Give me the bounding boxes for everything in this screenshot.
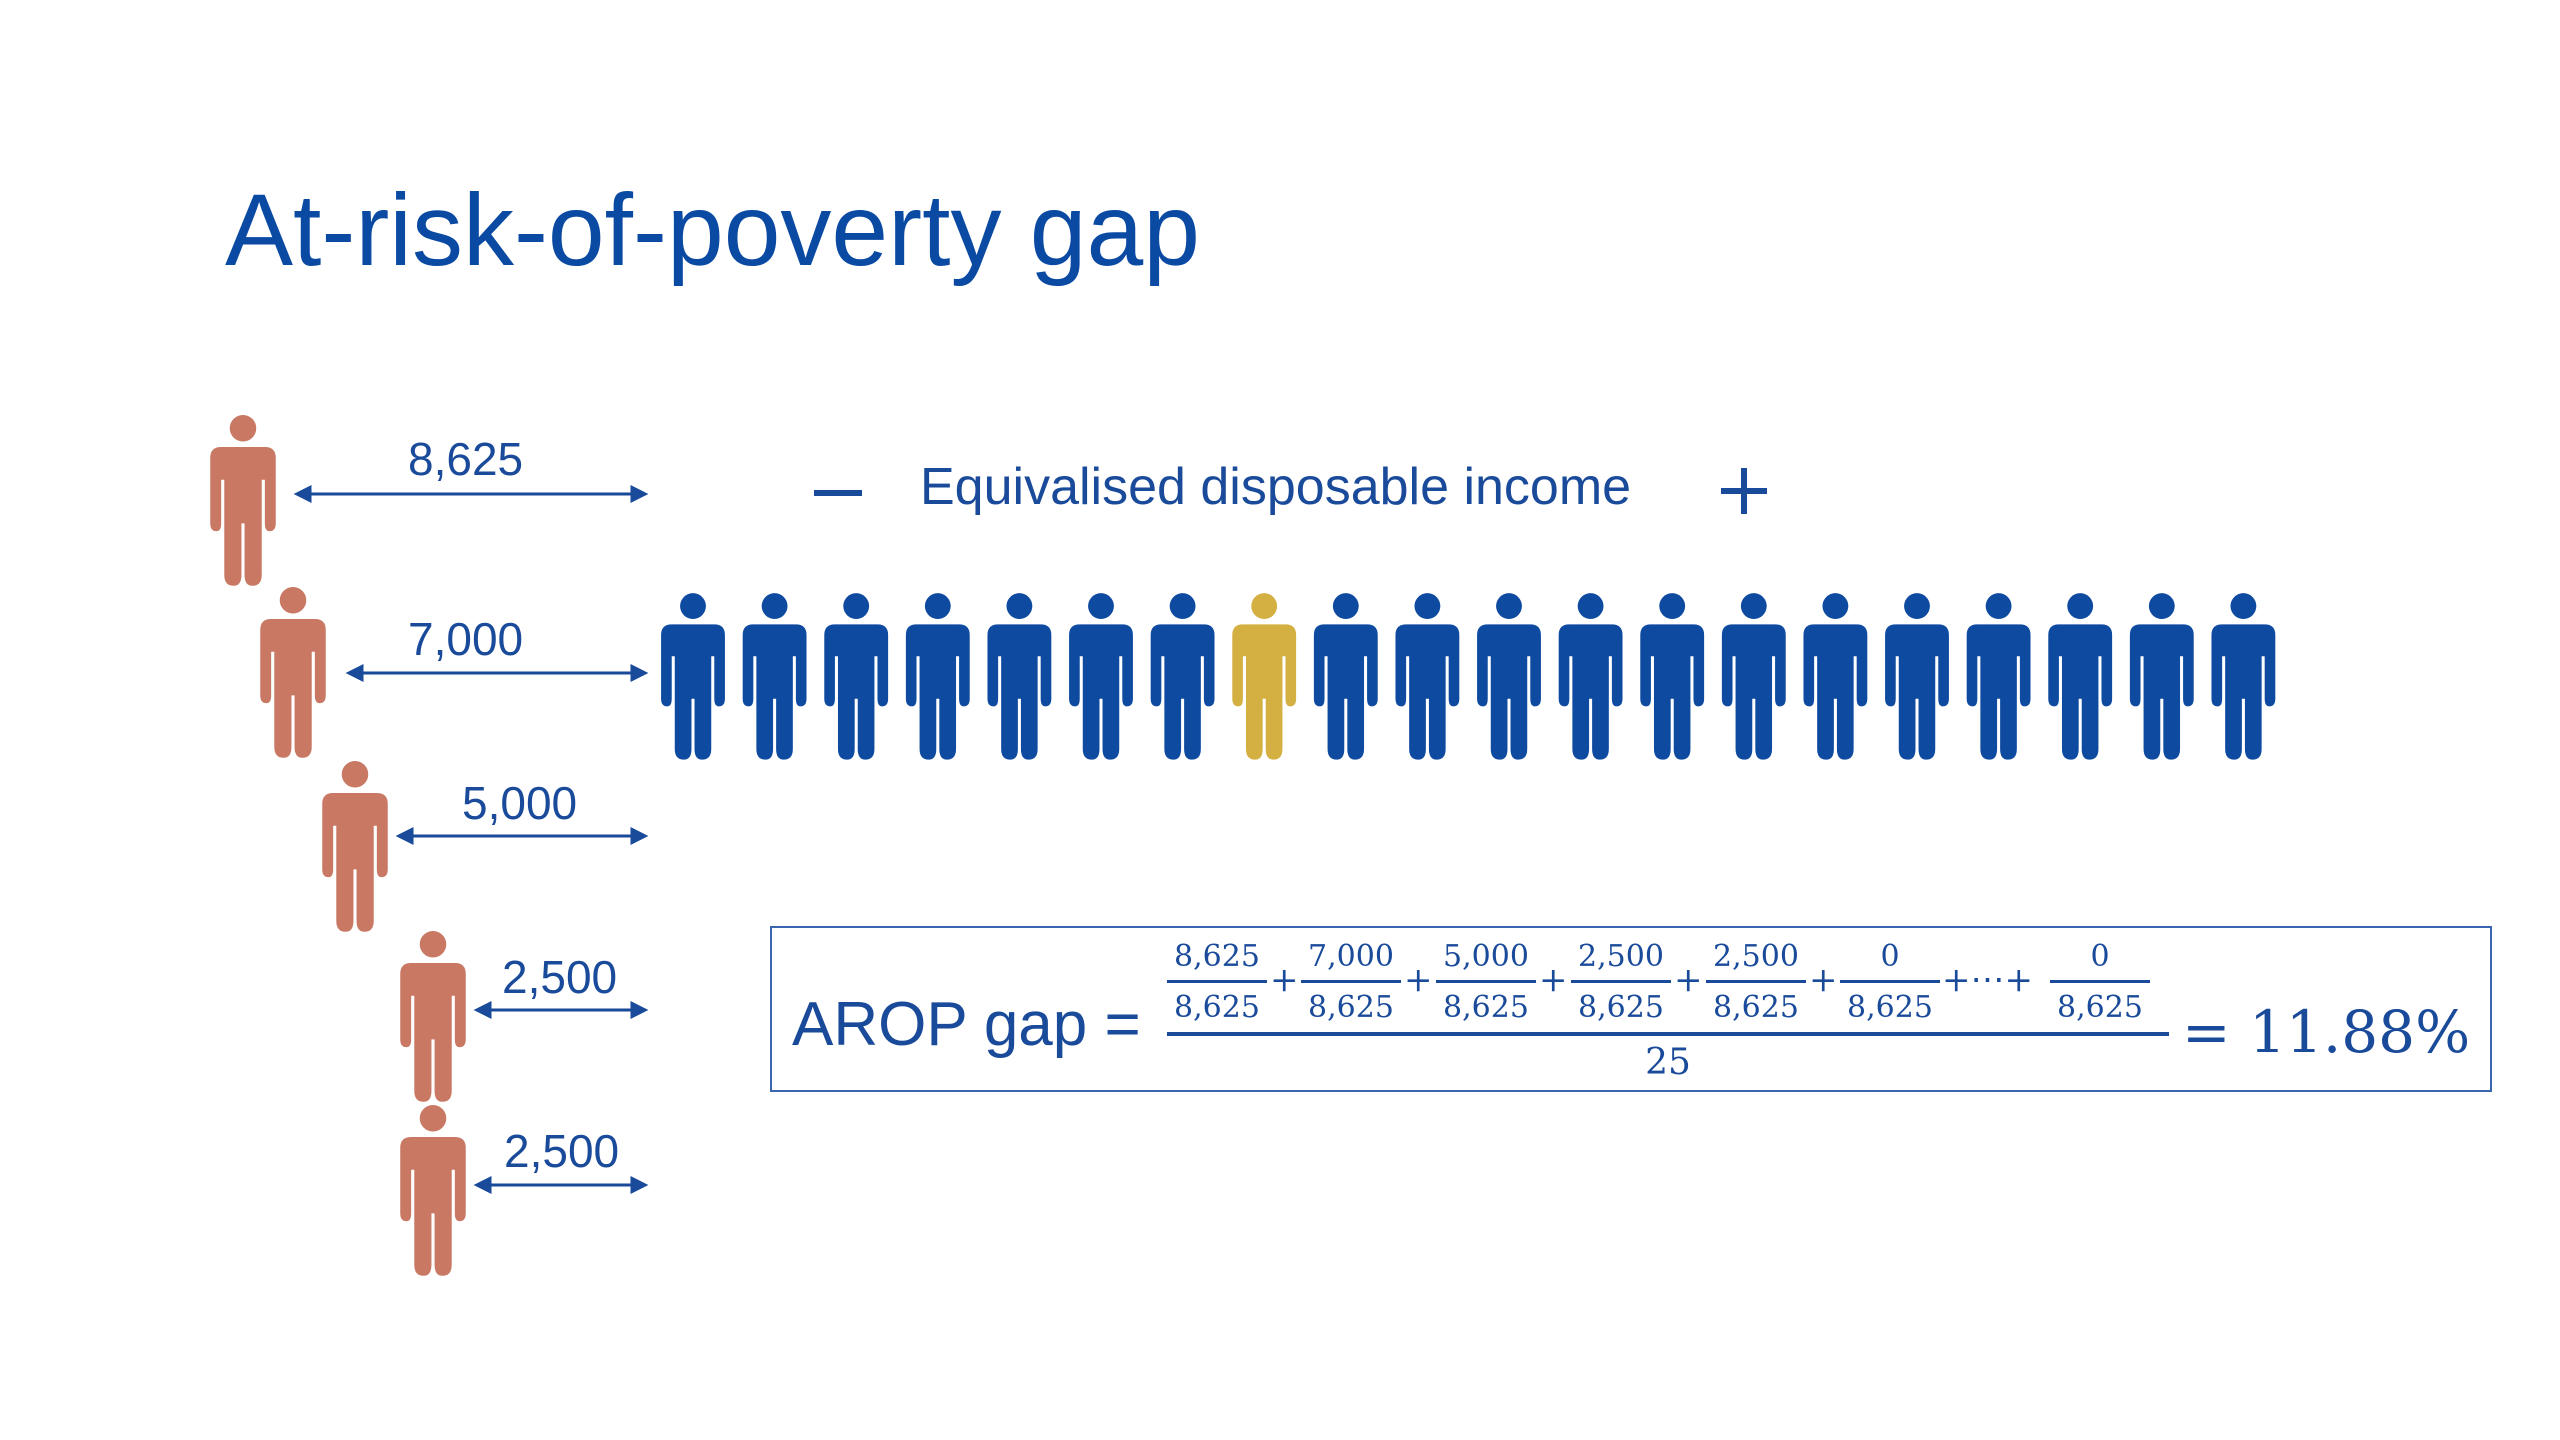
fraction-bar [1706,980,1806,983]
person-icon [2048,593,2113,760]
person-icon [1803,593,1868,760]
fraction-denominator: 8,625 [1174,990,1260,1025]
gap-value-5: 2,500 [504,1125,620,1177]
poor-person-icon [400,1104,466,1276]
fraction-numerator: 0 [2090,939,2110,974]
fraction-bar [1436,980,1536,983]
poor-person-icon [210,414,276,586]
fraction-bar [1840,980,1940,983]
fraction-denominator: 8,625 [1713,990,1799,1025]
fraction-denominator: 8,625 [2057,990,2143,1025]
person-icon [1069,593,1133,760]
threshold-person-icon [1232,593,1297,760]
person-icon [661,593,725,760]
gap-value-4: 2,500 [502,951,618,1003]
gap-arrows-group [293,485,649,1194]
fraction-bar [1167,980,1267,983]
fraction-1: 8,625 8,625 [1167,938,1267,1027]
population-row [661,593,2276,760]
plus-operator: + [1270,960,1299,1000]
fraction-6: 0 8,625 [1840,938,1940,1027]
ellipsis-operator: +⋯+ [1942,960,2033,1000]
plus-sign-icon [1721,468,1767,514]
fraction-numerator: 7,000 [1308,939,1394,974]
fraction-5: 2,500 8,625 [1706,938,1806,1027]
person-icon [905,593,970,760]
plus-operator: + [1674,960,1703,1000]
fraction-3: 5,000 8,625 [1436,938,1536,1027]
fraction-bar [2050,980,2150,983]
formula-lhs: AROP gap = [792,990,1141,1059]
poor-person-icon [400,930,466,1102]
person-icon [1313,593,1378,760]
fraction-denominator: 8,625 [1578,990,1664,1025]
minus-sign-icon [814,490,862,496]
fraction-numerator: 8,625 [1174,939,1260,974]
person-icon [742,593,807,760]
plus-operator: + [1809,960,1838,1000]
person-icon [1477,593,1541,760]
fraction-4: 2,500 8,625 [1571,938,1671,1027]
fraction-bar [1571,980,1671,983]
formula-box: AROP gap = 8,625 8,625 + 7,000 8,625 + 5… [770,926,2492,1092]
formula-result: = 11.88% [2182,998,2471,1066]
poor-person-icon [322,760,388,932]
fraction-numerator: 2,500 [1578,939,1664,974]
gap-value-3: 5,000 [462,777,578,829]
person-icon [1150,593,1215,760]
gap-value-1: 8,625 [408,433,524,485]
fraction-7: 0 8,625 [2050,938,2150,1027]
person-icon [1558,593,1623,760]
person-icon [1966,593,2031,760]
person-icon [2129,593,2194,760]
person-icon [2211,593,2276,760]
person-icon [1395,593,1460,760]
poor-person-icon [260,586,326,758]
person-icon [1640,593,1705,760]
income-axis-label: Equivalised disposable income [920,458,1632,516]
main-fraction-bar [1167,1032,2169,1036]
fraction-numerator: 2,500 [1713,939,1799,974]
fraction-numerator: 5,000 [1443,939,1529,974]
slide-title: At-risk-of-poverty gap [225,173,1200,287]
fraction-2: 7,000 8,625 [1301,938,1401,1027]
plus-operator: + [1539,960,1568,1000]
fraction-denominator: 8,625 [1443,990,1529,1025]
gap-value-2: 7,000 [408,613,524,665]
fraction-numerator: 0 [1880,939,1900,974]
fraction-denominator: 8,625 [1847,990,1933,1025]
person-icon [1885,593,1949,760]
person-icon [1721,593,1786,760]
person-icon [824,593,889,760]
poor-people-group [210,414,466,1276]
formula-denominator: 25 [1645,1042,1691,1083]
fraction-bar [1301,980,1401,983]
plus-operator: + [1404,960,1433,1000]
person-icon [987,593,1052,760]
fraction-denominator: 8,625 [1308,990,1394,1025]
